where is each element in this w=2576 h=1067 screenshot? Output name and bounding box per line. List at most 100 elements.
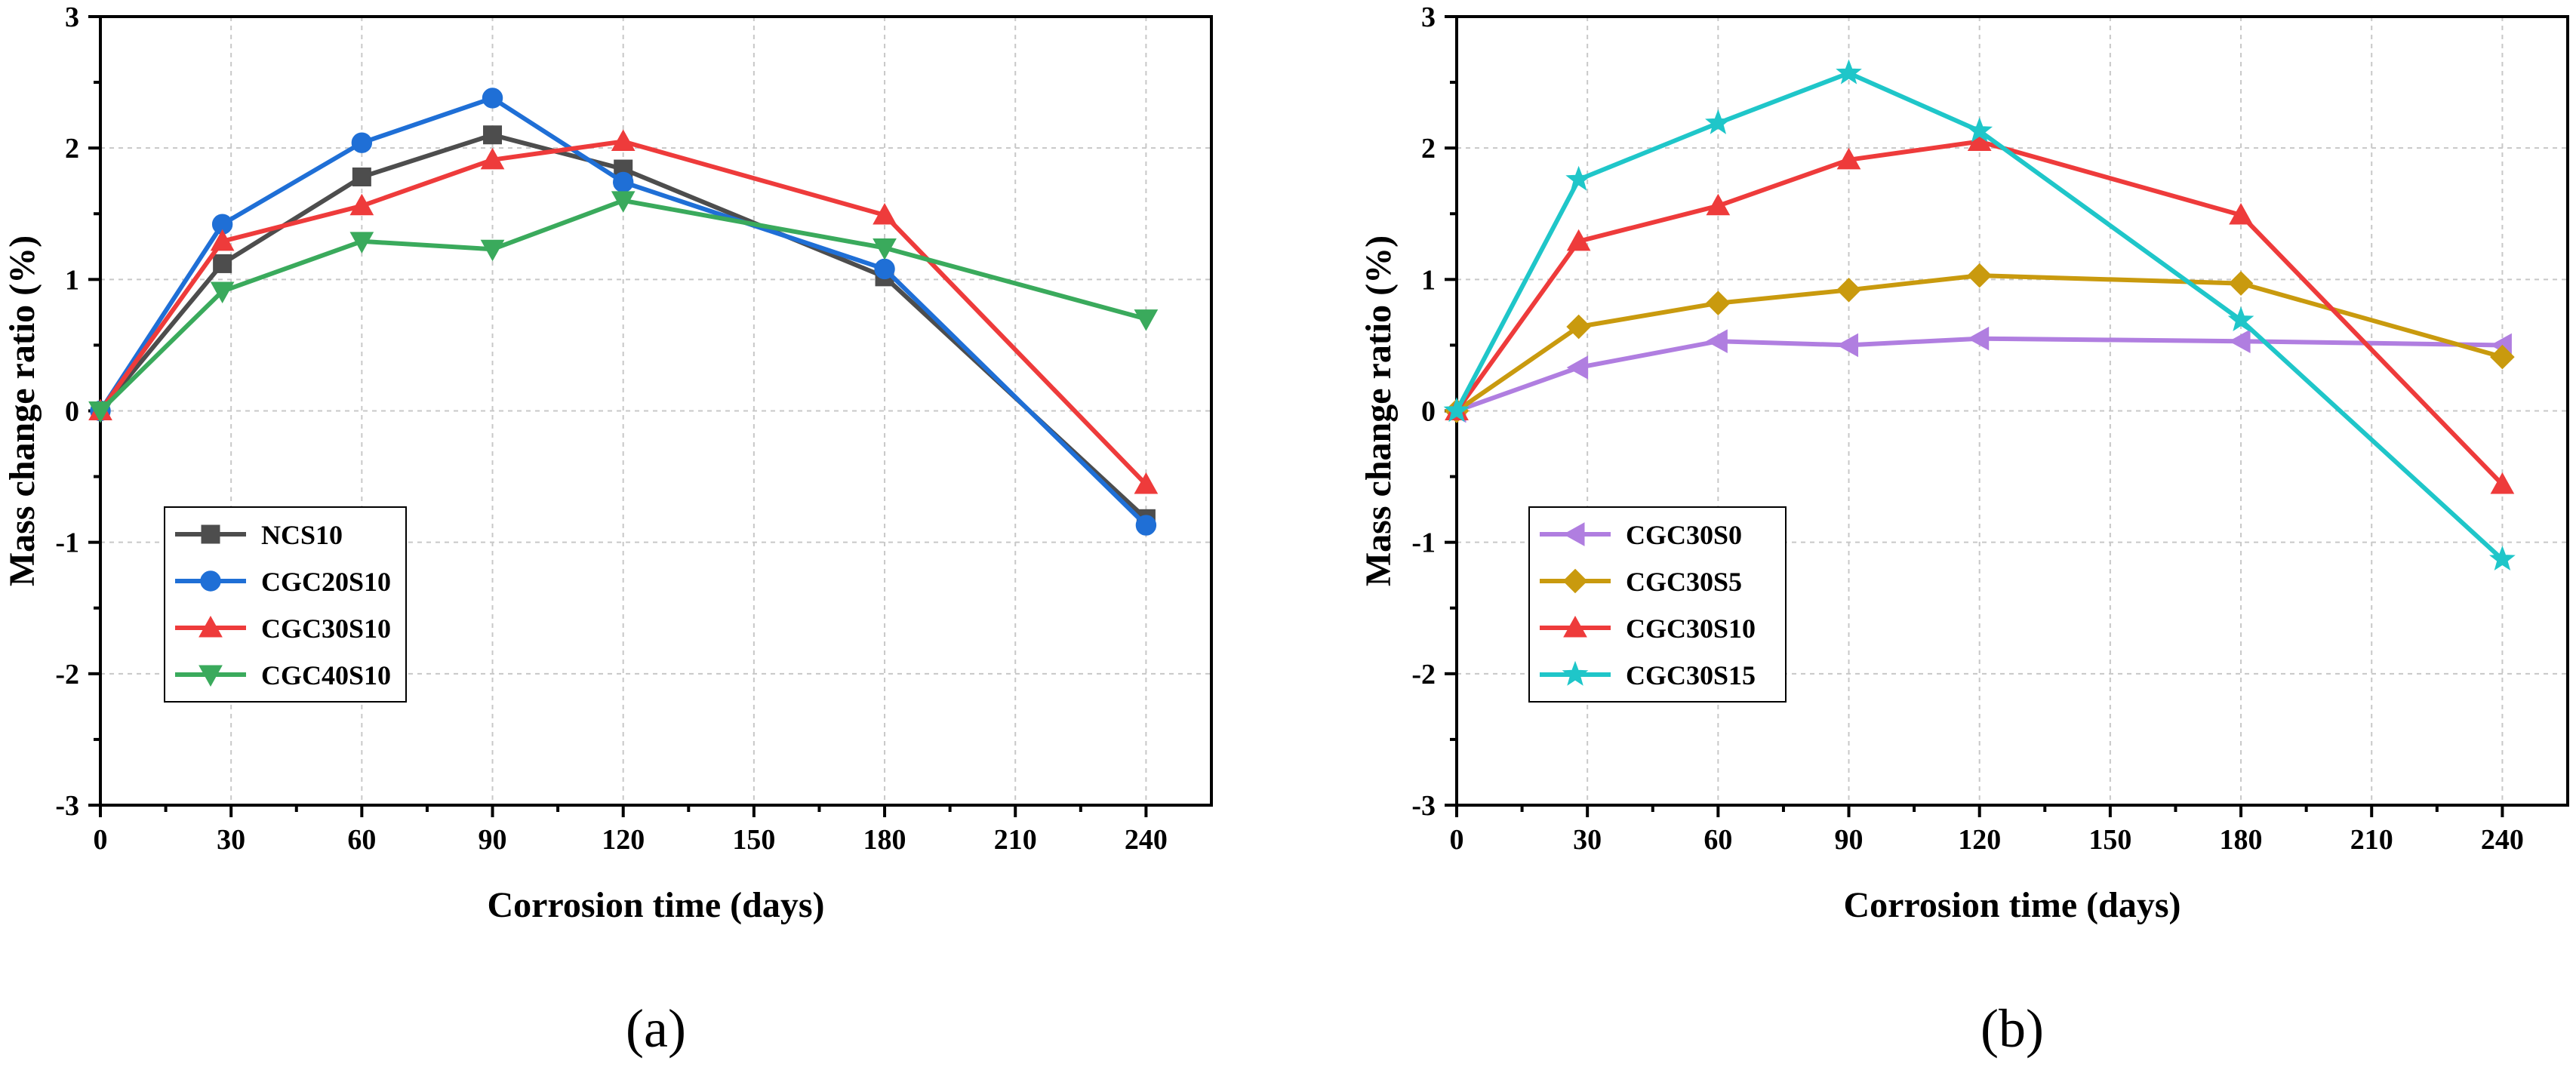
x-tick-label: 120 — [602, 824, 645, 856]
legend-marker — [1563, 615, 1587, 638]
data-point — [2227, 306, 2254, 332]
legend-box — [1528, 506, 1787, 703]
data-point — [351, 132, 373, 153]
legend-marker — [1562, 660, 1589, 686]
panel-label: (b) — [1980, 998, 2044, 1059]
y-tick-label: 3 — [1421, 2, 1436, 33]
y-tick-label: -3 — [55, 790, 79, 822]
series-CGC30S10 — [1445, 129, 2515, 494]
data-point — [1836, 277, 1861, 303]
y-tick-label: 1 — [1421, 264, 1436, 296]
legend-marker — [201, 524, 220, 544]
data-point — [210, 281, 235, 304]
legend-label: CGC30S0 — [1626, 520, 1742, 550]
x-tick-label: 180 — [2220, 824, 2263, 856]
y-axis-title: Mass change ratio (%) — [2, 235, 42, 586]
data-point — [1967, 263, 1993, 288]
data-point — [873, 202, 897, 225]
y-tick-label: 2 — [1421, 133, 1436, 165]
data-point — [2490, 344, 2515, 370]
x-tick-label: 0 — [94, 824, 108, 856]
x-tick-label: 150 — [732, 824, 775, 856]
legend: CGC30S0 CGC30S5 CGC30S10 CGC30S15 — [1528, 506, 1787, 703]
x-tick-label: 30 — [1573, 824, 1602, 856]
data-point — [88, 401, 112, 423]
data-point — [1134, 472, 1159, 494]
data-point — [483, 125, 503, 145]
data-point — [1566, 355, 1589, 380]
data-point — [349, 193, 374, 216]
data-point — [1966, 117, 1993, 143]
x-axis-title: Corrosion time (days) — [1843, 885, 2181, 925]
x-tick-label: 120 — [1958, 824, 2001, 856]
x-tick-label: 150 — [2088, 824, 2131, 856]
x-axis-title: Corrosion time (days) — [487, 885, 824, 925]
data-point — [1566, 229, 1591, 251]
x-tick-label: 240 — [2481, 824, 2524, 856]
x-tick-label: 30 — [217, 824, 245, 856]
y-tick-label: 1 — [65, 264, 79, 296]
data-point — [2229, 202, 2253, 225]
legend-label: CGC30S15 — [1626, 660, 1756, 690]
y-axis-title: Mass change ratio (%) — [1359, 235, 1399, 586]
data-point — [1706, 193, 1731, 216]
legend-label: CGC40S10 — [261, 660, 391, 690]
data-point — [1443, 397, 1470, 423]
y-tick-label: -2 — [1411, 659, 1436, 690]
legend: NCS10 CGC20S10 CGC30S10 CGC40S10 — [164, 506, 407, 703]
chart-panel-1: 0 30 60 90 120 150 180 210 240 -3 -2 -1 0 1 2 3 Corrosio… — [1359, 2, 2569, 1059]
series-CGC30S5 — [1444, 263, 2515, 423]
chart-panel-0: 0 30 60 90 120 150 180 210 240 -3 -2 -1 0 1 2 3 Corrosio… — [2, 2, 1213, 1059]
y-tick-label: -2 — [55, 659, 79, 690]
data-point — [1135, 515, 1157, 536]
series-CGC30S15 — [1443, 59, 2516, 571]
y-tick-label: -3 — [1411, 790, 1436, 822]
data-point — [349, 232, 374, 254]
x-tick-label: 0 — [1450, 824, 1464, 856]
legend-label: CGC20S10 — [261, 567, 391, 597]
x-tick-label: 180 — [863, 824, 906, 856]
data-point — [1705, 109, 1731, 134]
x-tick-label: 60 — [1703, 824, 1732, 856]
legend-marker — [1562, 568, 1588, 594]
legend-label: CGC30S5 — [1626, 567, 1742, 597]
data-point — [482, 88, 503, 109]
data-point — [873, 238, 897, 260]
data-point — [2229, 329, 2251, 354]
data-point — [611, 129, 636, 151]
data-point — [1706, 291, 1731, 315]
data-point — [1134, 309, 1159, 331]
legend-marker — [1562, 522, 1585, 546]
data-point — [2489, 546, 2516, 571]
data-point — [352, 167, 371, 186]
data-point — [1836, 59, 1862, 85]
x-tick-label: 90 — [479, 824, 507, 856]
data-point — [611, 191, 636, 213]
data-point — [613, 171, 634, 193]
series-CGC30S10 — [88, 129, 1159, 494]
data-point — [1706, 329, 1728, 354]
y-tick-label: -1 — [55, 527, 79, 559]
x-tick-label: 210 — [2350, 824, 2393, 856]
x-tick-label: 90 — [1835, 824, 1864, 856]
y-tick-label: -1 — [1411, 527, 1436, 559]
y-tick-label: 0 — [65, 396, 79, 428]
legend-label: NCS10 — [261, 520, 343, 550]
series-CGC30S0 — [1444, 326, 2512, 423]
data-point — [213, 254, 232, 273]
data-point — [1566, 314, 1591, 340]
x-tick-label: 240 — [1125, 824, 1168, 856]
legend-marker — [200, 570, 221, 592]
y-tick-label: 0 — [1421, 396, 1436, 428]
legend-label: CGC30S10 — [261, 613, 391, 644]
data-point — [2228, 271, 2254, 296]
legend-marker — [199, 665, 223, 687]
legend-label: CGC30S10 — [1626, 613, 1756, 644]
data-point — [1967, 326, 1990, 351]
y-tick-label: 2 — [65, 133, 79, 165]
data-point — [2490, 472, 2515, 494]
y-tick-label: 3 — [65, 2, 79, 33]
data-point — [1565, 165, 1592, 191]
data-point — [480, 239, 505, 262]
